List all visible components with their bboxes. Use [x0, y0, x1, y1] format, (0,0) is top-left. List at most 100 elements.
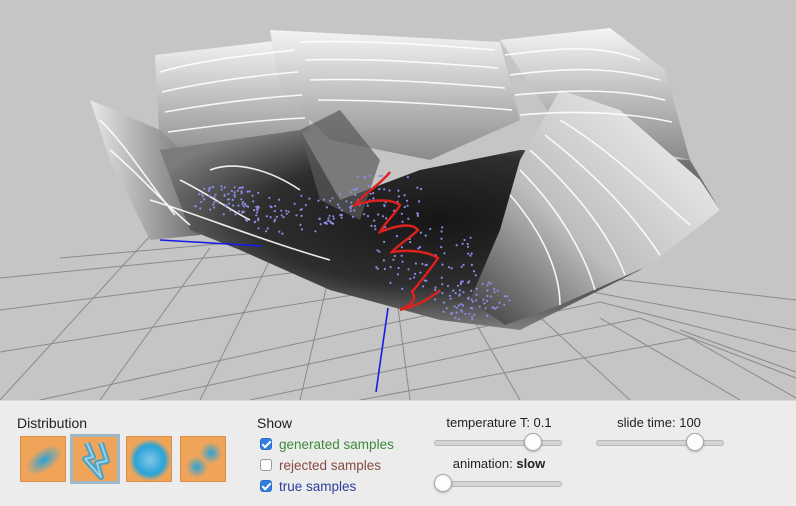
sample-point — [265, 215, 268, 218]
sample-point — [246, 190, 249, 193]
sample-point — [200, 200, 203, 204]
sample-point — [469, 236, 472, 239]
coordinate-axes — [159, 239, 389, 393]
sample-point — [393, 254, 396, 258]
generated-samples-label: generated samples — [279, 436, 394, 452]
sample-point — [257, 217, 260, 220]
animation-slider[interactable] — [434, 474, 562, 492]
sample-point — [352, 188, 355, 191]
sample-point — [233, 195, 236, 198]
sample-point — [468, 312, 471, 315]
sample-point — [483, 302, 486, 305]
sample-point — [400, 246, 403, 249]
sample-point — [236, 189, 239, 192]
generated-samples-toggle[interactable]: generated samples — [260, 435, 394, 453]
sample-point — [368, 174, 372, 177]
sample-point — [229, 209, 232, 212]
sample-point — [418, 246, 422, 249]
sample-point — [201, 195, 204, 198]
sample-point — [300, 194, 303, 197]
sample-point — [207, 189, 210, 192]
sample-point — [453, 305, 456, 308]
sample-point — [482, 298, 485, 301]
sample-point — [489, 295, 492, 298]
sample-point — [440, 246, 443, 249]
sample-point — [200, 193, 203, 196]
slide-time-slider-knob[interactable] — [685, 433, 704, 451]
energy-surface — [90, 28, 720, 330]
sample-point — [407, 217, 410, 220]
sample-point — [241, 186, 244, 189]
sample-point — [392, 258, 395, 261]
sample-point — [406, 204, 409, 207]
sample-point — [489, 282, 493, 285]
true-samples-checkbox[interactable] — [260, 480, 272, 492]
sample-point — [454, 292, 457, 295]
sample-point — [434, 298, 437, 301]
sample-point — [474, 274, 477, 277]
sample-point — [238, 186, 241, 190]
sample-point — [450, 312, 453, 315]
sample-point — [508, 299, 511, 302]
slide-time-label: slide time: 100 — [617, 415, 701, 430]
animation-slider-knob[interactable] — [434, 474, 452, 492]
sample-point — [275, 215, 278, 218]
sample-point — [241, 201, 244, 204]
sample-point — [462, 263, 465, 266]
distribution-thumb-ellipse[interactable] — [20, 436, 66, 482]
distribution-thumb-two-blobs[interactable] — [180, 436, 226, 482]
sample-point — [460, 303, 463, 306]
sample-point — [503, 303, 506, 306]
temperature-slider[interactable] — [434, 433, 562, 451]
3d-viewport[interactable] — [0, 0, 796, 400]
sample-point — [278, 230, 281, 233]
zigzag-distribution-icon — [82, 441, 110, 480]
sample-point — [467, 252, 470, 255]
sample-point — [397, 266, 400, 270]
sample-point — [492, 306, 495, 309]
sample-point — [405, 199, 409, 202]
ellipse-distribution-icon — [25, 444, 63, 476]
sample-point — [376, 267, 379, 270]
generated-samples-checkbox[interactable] — [260, 438, 272, 450]
sample-point — [456, 306, 459, 309]
distribution-thumb-zigzag[interactable] — [70, 434, 120, 484]
sample-point — [214, 193, 217, 196]
slide-time-slider-track — [596, 440, 724, 446]
sample-point — [420, 187, 423, 191]
sample-point — [209, 208, 212, 211]
rejected-samples-toggle[interactable]: rejected samples — [260, 456, 381, 474]
sample-point — [253, 209, 256, 212]
sample-point — [256, 211, 259, 214]
sample-point — [452, 289, 455, 292]
distribution-thumb-ring[interactable] — [126, 436, 172, 482]
true-samples-toggle[interactable]: true samples — [260, 477, 356, 495]
control-panel: Distribution Show generated samples reje… — [0, 400, 796, 506]
sample-point — [374, 228, 377, 231]
sample-point — [383, 204, 386, 207]
sample-point — [464, 312, 467, 315]
sample-point — [228, 202, 231, 205]
sample-point — [233, 191, 236, 194]
sample-point — [440, 230, 443, 233]
sample-point — [351, 215, 354, 218]
sample-point — [455, 311, 458, 314]
slide-time-slider[interactable] — [596, 433, 724, 451]
sample-point — [331, 197, 334, 200]
sample-point — [382, 259, 385, 262]
sample-point — [300, 228, 304, 231]
sample-point — [484, 307, 487, 310]
sample-point — [230, 190, 234, 193]
sample-point — [227, 192, 230, 196]
rejected-samples-checkbox[interactable] — [260, 459, 272, 471]
sample-point — [285, 212, 288, 215]
sample-point — [332, 215, 335, 218]
sample-point — [486, 314, 489, 317]
sample-point — [222, 213, 225, 216]
sample-point — [372, 192, 375, 195]
sample-point — [237, 204, 240, 207]
sample-point — [377, 213, 380, 216]
ring-distribution-icon — [129, 439, 171, 481]
temperature-slider-knob[interactable] — [523, 433, 542, 451]
sample-point — [496, 306, 499, 309]
